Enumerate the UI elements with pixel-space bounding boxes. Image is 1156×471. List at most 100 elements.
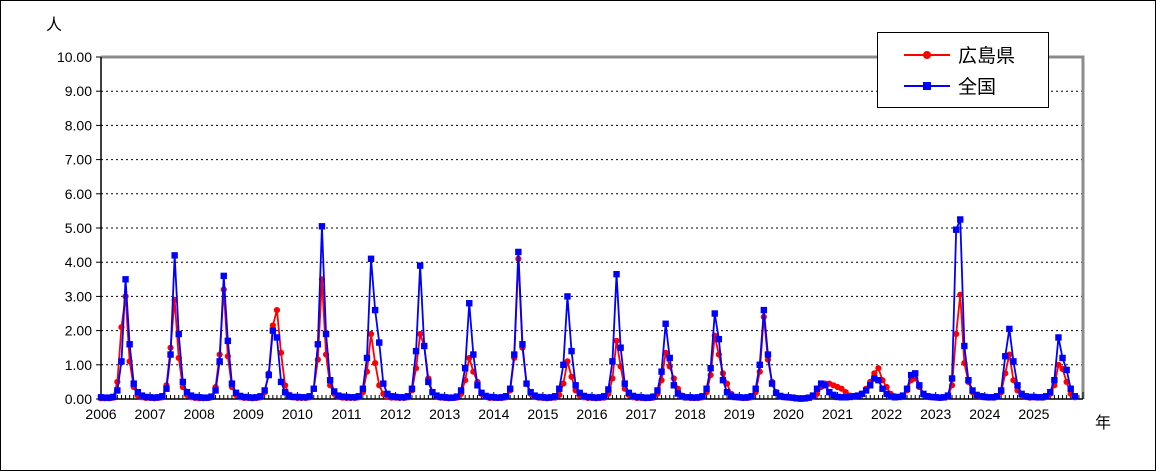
data-point-marker-square (236, 392, 244, 400)
data-point-marker-square (457, 387, 465, 394)
data-point-marker-square (122, 276, 129, 283)
data-point-marker-square (543, 394, 551, 401)
data-point-marker-square (331, 388, 338, 395)
data-point-marker-square (187, 392, 195, 399)
data-point-marker-square (425, 378, 432, 386)
data-point-marker-square (756, 361, 763, 368)
data-point-marker-square (519, 341, 526, 348)
data-point-marker-square (674, 390, 682, 397)
data-point-marker-square (592, 394, 600, 401)
data-point-marker-square (928, 393, 935, 401)
data-point-marker-circle (273, 306, 281, 314)
data-point-marker-square (261, 387, 268, 394)
data-point-marker-square (891, 394, 898, 401)
x-tick-label: 2025 (1018, 406, 1049, 422)
data-point-marker-square (727, 392, 735, 399)
data-point-marker-square (813, 385, 821, 392)
data-point-marker-square (453, 393, 461, 400)
data-point-marker-square (310, 385, 317, 392)
x-tick-label: 2017 (626, 406, 657, 422)
x-tick-label: 2024 (969, 406, 1000, 422)
data-point-marker-square (142, 393, 150, 401)
data-point-marker-square (691, 394, 698, 401)
data-point-marker-square (286, 392, 293, 399)
data-point-marker-square (474, 382, 481, 389)
data-point-marker-square (678, 393, 686, 400)
data-point-marker-square (629, 392, 637, 400)
data-point-marker-square (314, 341, 322, 348)
data-point-marker-square (875, 376, 882, 384)
data-point-marker-square (150, 394, 158, 401)
data-point-marker-square (322, 330, 330, 338)
data-point-marker-square (281, 388, 289, 396)
y-tick-label: 6.00 (65, 186, 92, 202)
data-point-marker-square (208, 393, 215, 400)
data-point-marker-square (1042, 393, 1050, 400)
legend-line-sample-national (904, 81, 950, 91)
y-tick-label: 7.00 (65, 152, 92, 168)
data-point-marker-square (212, 387, 219, 394)
data-point-marker-square (335, 392, 342, 399)
data-point-marker-square (1063, 366, 1070, 374)
data-point-marker-square (433, 392, 440, 399)
data-point-marker-square (609, 358, 616, 365)
data-point-marker-square (658, 368, 665, 375)
data-point-marker-square (114, 387, 121, 394)
data-point-marker-square (175, 330, 182, 338)
data-point-marker-square (498, 394, 506, 401)
data-point-marker-square (478, 389, 485, 397)
x-tick-label: 2022 (871, 406, 902, 422)
data-point-marker-circle (1010, 377, 1017, 384)
legend-label-hiroshima: 広島県 (958, 46, 1016, 67)
data-point-marker-square (105, 394, 113, 401)
data-point-marker-square (171, 252, 178, 259)
data-point-marker-square (596, 394, 604, 401)
data-point-marker-square (265, 371, 272, 379)
legend-marker-square-icon (923, 81, 931, 90)
data-point-marker-square (764, 351, 772, 358)
data-point-marker-square (196, 394, 203, 401)
chart-legend: 広島県 全国 (877, 32, 1049, 108)
data-point-marker-square (1030, 393, 1038, 401)
data-point-marker-square (699, 393, 706, 400)
data-point-marker-square (899, 392, 907, 399)
data-point-marker-square (404, 393, 412, 400)
series-line-national (100, 219, 1076, 400)
data-point-marker-square (118, 358, 125, 365)
data-point-marker-square (854, 392, 862, 399)
data-point-marker-square (752, 385, 759, 392)
data-point-marker-square (110, 393, 117, 401)
data-point-marker-square (772, 389, 780, 397)
data-point-marker-square (445, 394, 452, 401)
data-point-marker-square (547, 394, 555, 401)
data-point-marker-square (551, 393, 559, 400)
data-point-marker-square (1010, 358, 1017, 365)
data-point-marker-square (572, 382, 579, 389)
data-point-marker-square (326, 376, 334, 384)
data-point-marker-square (789, 394, 796, 401)
y-tick-label: 9.00 (65, 83, 92, 99)
data-point-marker-square (216, 358, 223, 365)
data-point-marker-square (490, 394, 497, 401)
data-point-marker-square (494, 394, 502, 401)
data-point-marker-square (371, 306, 379, 314)
data-point-marker-square (392, 393, 399, 401)
data-point-marker-square (805, 394, 813, 401)
data-point-marker-square (126, 341, 133, 348)
data-point-marker-square (318, 223, 326, 230)
data-point-marker-square (535, 393, 543, 401)
data-point-marker-square (1067, 385, 1074, 392)
data-point-marker-square (502, 393, 510, 400)
data-point-marker-square (580, 392, 588, 400)
data-point-marker-square (486, 393, 493, 401)
data-point-marker-circle (277, 349, 285, 356)
data-point-marker-square (707, 365, 714, 372)
data-point-marker-square (883, 390, 890, 398)
y-tick-label: 5.00 (65, 220, 92, 236)
y-tick-label: 8.00 (65, 117, 92, 133)
legend-marker-circle-icon (923, 50, 931, 59)
data-point-marker-circle (871, 370, 878, 377)
data-point-marker-square (940, 394, 948, 401)
data-point-marker-square (740, 394, 747, 401)
